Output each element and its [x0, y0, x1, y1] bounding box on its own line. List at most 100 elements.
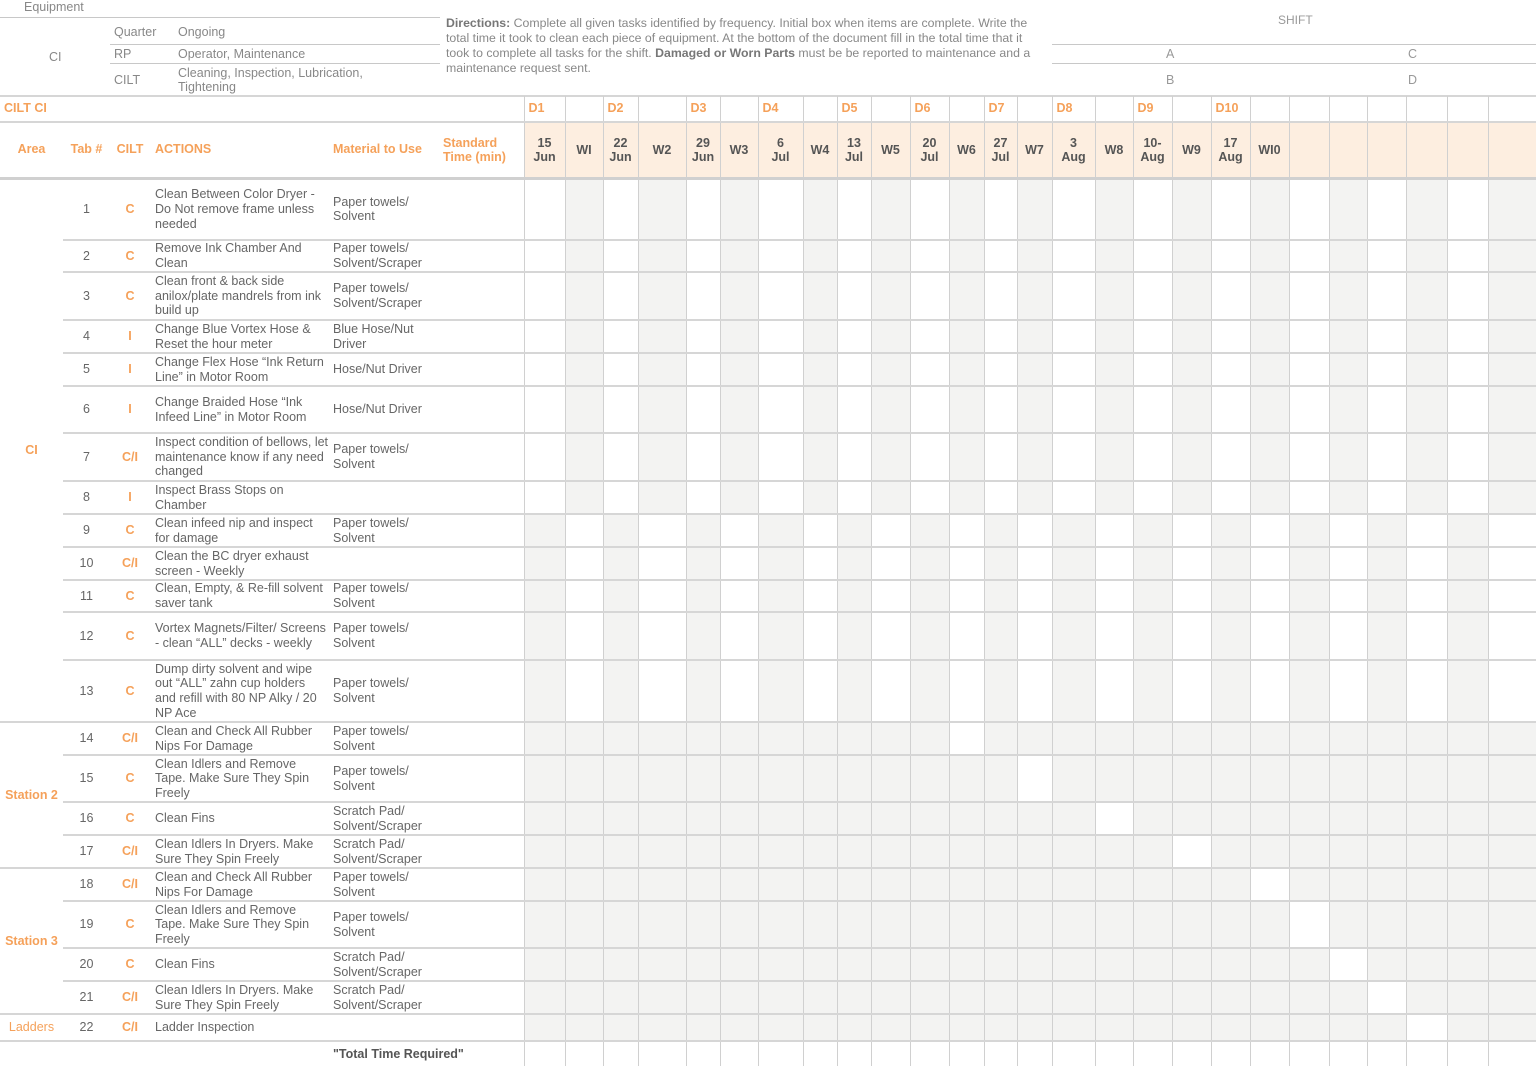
initial-cell[interactable] — [602, 722, 638, 756]
standard-time-cell[interactable] — [440, 802, 524, 836]
initial-cell[interactable] — [685, 240, 720, 273]
initial-cell[interactable] — [1171, 547, 1211, 581]
initial-cell[interactable] — [1405, 481, 1447, 515]
initial-cell[interactable] — [836, 178, 871, 241]
initial-cell[interactable] — [1210, 433, 1250, 482]
initial-cell[interactable] — [1132, 178, 1172, 241]
initial-cell[interactable] — [1171, 612, 1211, 661]
initial-cell[interactable] — [836, 547, 871, 581]
initial-cell[interactable] — [1446, 1014, 1488, 1042]
initial-cell[interactable] — [802, 835, 837, 869]
initial-cell[interactable] — [685, 386, 720, 434]
initial-cell[interactable] — [1249, 981, 1289, 1015]
initial-cell[interactable] — [685, 612, 720, 661]
initial-cell[interactable] — [1249, 353, 1289, 387]
initial-cell[interactable] — [1405, 612, 1447, 661]
initial-cell[interactable] — [948, 981, 984, 1015]
standard-time-cell[interactable] — [440, 722, 524, 756]
initial-cell[interactable] — [1171, 178, 1211, 241]
initial-cell[interactable] — [1016, 320, 1052, 354]
initial-cell[interactable] — [1171, 353, 1211, 387]
initial-cell[interactable] — [1288, 178, 1329, 241]
initial-cell[interactable] — [1210, 835, 1250, 869]
initial-cell[interactable] — [719, 547, 758, 581]
initial-cell[interactable] — [1094, 802, 1133, 836]
initial-cell[interactable] — [1094, 1014, 1133, 1042]
initial-cell[interactable] — [1132, 272, 1172, 321]
initial-cell[interactable] — [1405, 178, 1447, 241]
initial-cell[interactable] — [1328, 802, 1367, 836]
initial-cell[interactable] — [564, 514, 603, 548]
initial-cell[interactable] — [1405, 320, 1447, 354]
initial-cell[interactable] — [983, 514, 1017, 548]
initial-cell[interactable] — [802, 272, 837, 321]
initial-cell[interactable] — [1016, 901, 1052, 949]
initial-cell[interactable] — [564, 835, 603, 869]
initial-cell[interactable] — [1132, 547, 1172, 581]
initial-cell[interactable] — [909, 755, 949, 803]
standard-time-cell[interactable] — [440, 868, 524, 902]
initial-cell[interactable] — [523, 433, 565, 482]
initial-cell[interactable] — [757, 386, 803, 434]
initial-cell[interactable] — [1016, 433, 1052, 482]
initial-cell[interactable] — [948, 722, 984, 756]
initial-cell[interactable] — [719, 1014, 758, 1042]
initial-cell[interactable] — [802, 802, 837, 836]
initial-cell[interactable] — [685, 948, 720, 982]
initial-cell[interactable] — [602, 240, 638, 273]
initial-cell[interactable] — [1487, 433, 1536, 482]
initial-cell[interactable] — [983, 755, 1017, 803]
initial-cell[interactable] — [523, 240, 565, 273]
initial-cell[interactable] — [1366, 722, 1406, 756]
initial-cell[interactable] — [983, 802, 1017, 836]
initial-cell[interactable] — [757, 660, 803, 723]
total-time-cell[interactable] — [1446, 1041, 1488, 1066]
initial-cell[interactable] — [757, 835, 803, 869]
initial-cell[interactable] — [1051, 722, 1095, 756]
standard-time-cell[interactable] — [440, 660, 524, 723]
initial-cell[interactable] — [870, 178, 910, 241]
initial-cell[interactable] — [1288, 722, 1329, 756]
initial-cell[interactable] — [719, 868, 758, 902]
initial-cell[interactable] — [802, 178, 837, 241]
initial-cell[interactable] — [1288, 353, 1329, 387]
initial-cell[interactable] — [1446, 981, 1488, 1015]
initial-cell[interactable] — [836, 1014, 871, 1042]
initial-cell[interactable] — [1210, 755, 1250, 803]
initial-cell[interactable] — [1328, 901, 1367, 949]
initial-cell[interactable] — [909, 722, 949, 756]
total-time-cell[interactable] — [719, 1041, 758, 1066]
initial-cell[interactable] — [1210, 178, 1250, 241]
initial-cell[interactable] — [564, 433, 603, 482]
initial-cell[interactable] — [1051, 386, 1095, 434]
initial-cell[interactable] — [1288, 901, 1329, 949]
initial-cell[interactable] — [1487, 835, 1536, 869]
initial-cell[interactable] — [523, 547, 565, 581]
initial-cell[interactable] — [1328, 178, 1367, 241]
initial-cell[interactable] — [1446, 320, 1488, 354]
initial-cell[interactable] — [1446, 802, 1488, 836]
initial-cell[interactable] — [1487, 353, 1536, 387]
total-time-cell[interactable] — [602, 1041, 638, 1066]
initial-cell[interactable] — [1210, 722, 1250, 756]
initial-cell[interactable] — [870, 981, 910, 1015]
initial-cell[interactable] — [757, 353, 803, 387]
initial-cell[interactable] — [523, 835, 565, 869]
initial-cell[interactable] — [870, 755, 910, 803]
initial-cell[interactable] — [1171, 901, 1211, 949]
total-time-cell[interactable] — [1328, 1041, 1367, 1066]
initial-cell[interactable] — [757, 433, 803, 482]
initial-cell[interactable] — [602, 547, 638, 581]
total-time-cell[interactable] — [1132, 1041, 1172, 1066]
initial-cell[interactable] — [870, 353, 910, 387]
initial-cell[interactable] — [1487, 580, 1536, 613]
initial-cell[interactable] — [757, 547, 803, 581]
initial-cell[interactable] — [836, 802, 871, 836]
initial-cell[interactable] — [1487, 178, 1536, 241]
initial-cell[interactable] — [1094, 386, 1133, 434]
initial-cell[interactable] — [1446, 660, 1488, 723]
initial-cell[interactable] — [870, 320, 910, 354]
initial-cell[interactable] — [909, 1014, 949, 1042]
initial-cell[interactable] — [637, 660, 686, 723]
initial-cell[interactable] — [802, 353, 837, 387]
